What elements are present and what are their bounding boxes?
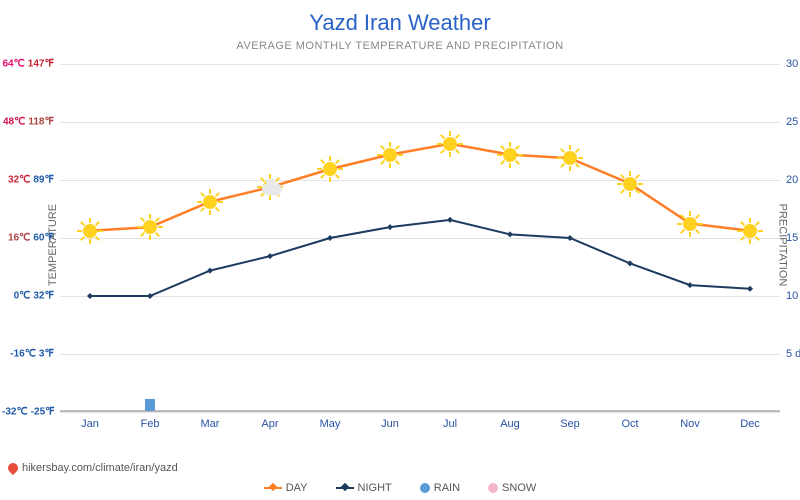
legend-item: RAIN <box>420 482 460 494</box>
sun-icon <box>619 173 641 195</box>
x-tick: Feb <box>141 418 160 430</box>
sun-icon <box>679 213 701 235</box>
y-axis-left: -32℃-25℉ -16℃3℉ 0℃32℉ 16℃60℉ 32℃89℉ 48℃118℉ 64… <box>2 60 58 430</box>
night-marker <box>267 253 273 259</box>
sun-icon <box>379 144 401 166</box>
y-right-tick: 5 days <box>786 348 800 360</box>
y-left-tick: 48℃118℉ <box>2 117 54 128</box>
legend: DAY NIGHT RAIN SNOW <box>0 482 800 494</box>
x-tick: Nov <box>680 418 700 430</box>
night-marker <box>567 235 573 241</box>
source-url: hikersbay.com/climate/iran/yazd <box>22 462 178 474</box>
legend-label: DAY <box>286 482 308 494</box>
night-marker <box>387 224 393 230</box>
y-right-tick: 15 days <box>786 232 800 244</box>
sun-icon <box>559 147 581 169</box>
weather-chart: Yazd Iran Weather AVERAGE MONTHLY TEMPER… <box>0 0 800 500</box>
y-right-tick: 10 days <box>786 290 800 302</box>
x-tick: Mar <box>201 418 220 430</box>
y-right-tick: 30 days <box>786 58 800 70</box>
night-marker <box>207 268 213 274</box>
x-tick: Jun <box>381 418 399 430</box>
legend-label: SNOW <box>502 482 536 494</box>
sun-icon <box>739 220 761 242</box>
y-left-tick: -32℃-25℉ <box>2 407 54 418</box>
sun-icon <box>199 191 221 213</box>
sun-icon <box>499 144 521 166</box>
series-line <box>90 220 750 296</box>
y-left-tick: 32℃89℉ <box>2 175 54 186</box>
cloud-icon <box>262 184 282 196</box>
y-right-tick: 25 days <box>786 116 800 128</box>
x-tick: Sep <box>560 418 580 430</box>
y-left-tick: -16℃3℉ <box>2 349 54 360</box>
legend-item: NIGHT <box>336 482 392 494</box>
x-tick: May <box>320 418 341 430</box>
y-axis-right: 5 days 10 days 15 days 20 days 25 days 30 day… <box>782 60 800 430</box>
rain-bar <box>145 399 155 411</box>
sun-icon <box>139 216 161 238</box>
x-tick: Dec <box>740 418 760 430</box>
night-marker <box>87 293 93 299</box>
chart-title: Yazd Iran Weather <box>0 10 800 36</box>
sun-icon <box>439 133 461 155</box>
sun-icon <box>319 158 341 180</box>
night-marker <box>747 286 753 292</box>
y-right-tick: 20 days <box>786 174 800 186</box>
night-marker <box>627 260 633 266</box>
y-left-tick: 16℃60℉ <box>2 233 54 244</box>
night-marker <box>447 217 453 223</box>
night-marker <box>327 235 333 241</box>
legend-label: NIGHT <box>358 482 392 494</box>
chart-subtitle: AVERAGE MONTHLY TEMPERATURE AND PRECIPIT… <box>0 40 800 52</box>
night-marker <box>507 231 513 237</box>
night-marker <box>147 293 153 299</box>
y-left-tick: 64℃147℉ <box>2 59 54 70</box>
y-left-tick: 0℃32℉ <box>2 291 54 302</box>
legend-label: RAIN <box>434 482 460 494</box>
sun-icon <box>79 220 101 242</box>
plot-area: TEMPERATURE PRECIPITATION -32℃-25℉-16℃3℉… <box>60 60 780 430</box>
x-tick: Apr <box>261 418 278 430</box>
x-tick: Oct <box>621 418 638 430</box>
map-pin-icon <box>6 461 20 475</box>
line-layer <box>60 60 780 430</box>
x-tick: Jul <box>443 418 457 430</box>
legend-item: DAY <box>264 482 308 494</box>
x-tick: Aug <box>500 418 520 430</box>
night-marker <box>687 282 693 288</box>
legend-item: SNOW <box>488 482 536 494</box>
x-tick: Jan <box>81 418 99 430</box>
series-line <box>90 144 750 231</box>
source-footer: hikersbay.com/climate/iran/yazd <box>8 462 178 474</box>
